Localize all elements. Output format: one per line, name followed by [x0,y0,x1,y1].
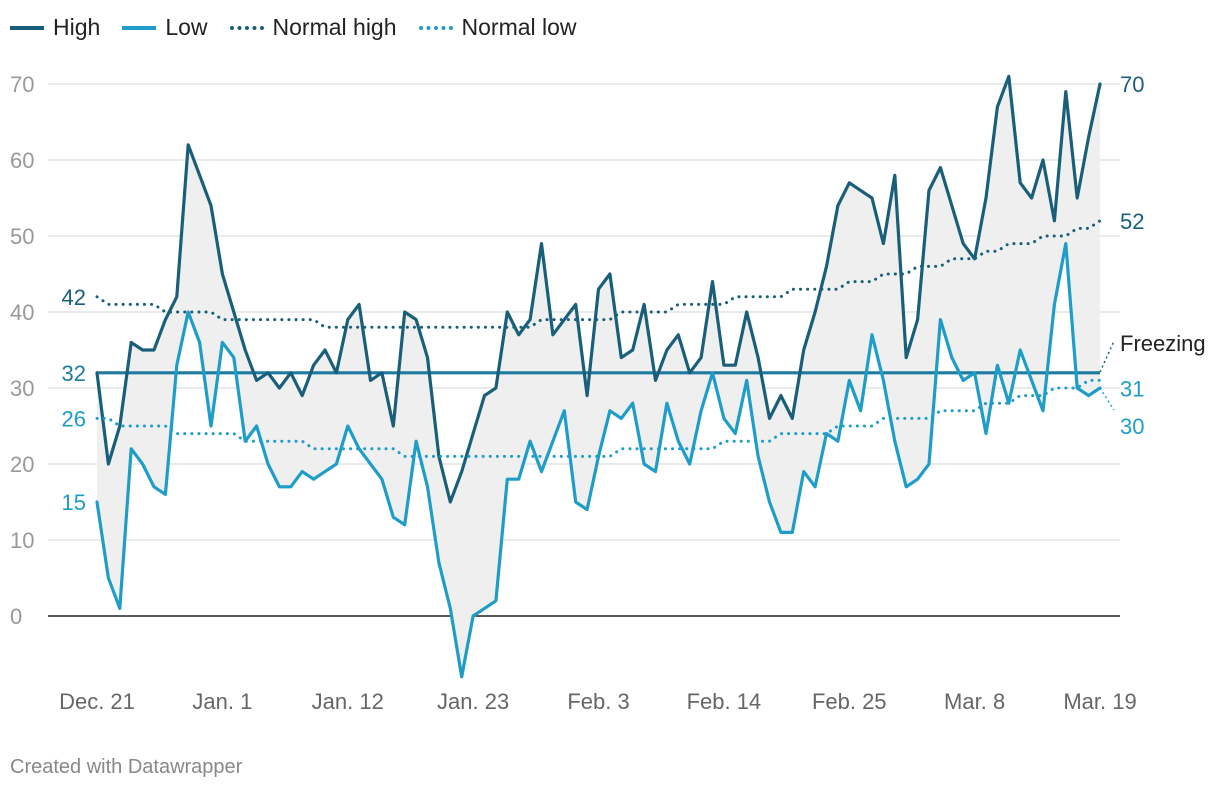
y-tick-label: 60 [10,148,34,173]
y-tick-label: 70 [10,72,34,97]
end-label: 52 [1120,209,1144,234]
y-tick-label: 20 [10,452,34,477]
x-tick-label: Feb. 14 [687,689,762,714]
end-label: 31 [1120,376,1144,401]
y-tick-label: 0 [10,604,22,629]
end-label: Freezing [1120,331,1206,356]
high-low-range-band [97,76,1100,676]
low-label-connector [1100,388,1114,410]
freezing-label-connector [1100,341,1114,372]
start-label: 15 [62,490,86,515]
x-tick-label: Jan. 23 [437,689,509,714]
y-tick-label: 30 [10,376,34,401]
x-tick-label: Dec. 21 [59,689,135,714]
start-label: 32 [62,361,86,386]
chart-root: High Low Normal high Normal low 0 10 20 30 4… [0,0,1220,794]
y-tick-label: 10 [10,528,34,553]
x-tick-label: Jan. 12 [312,689,384,714]
temperature-chart: 0 10 20 30 40 50 60 70 Dec. 21 Jan. 1 Jan. 12 Jan. … [0,0,1220,794]
x-tick-label: Jan. 1 [192,689,252,714]
credit-text: Created with Datawrapper [10,756,242,779]
start-label: 26 [62,406,86,431]
x-tick-label: Feb. 25 [812,689,887,714]
x-tick-label: Feb. 3 [567,689,629,714]
y-tick-label: 40 [10,300,34,325]
x-tick-label: Mar. 8 [944,689,1005,714]
end-label: 30 [1120,414,1144,439]
y-tick-label: 50 [10,224,34,249]
x-tick-label: Mar. 19 [1063,689,1136,714]
start-label: 42 [62,285,86,310]
end-label: 70 [1120,72,1144,97]
